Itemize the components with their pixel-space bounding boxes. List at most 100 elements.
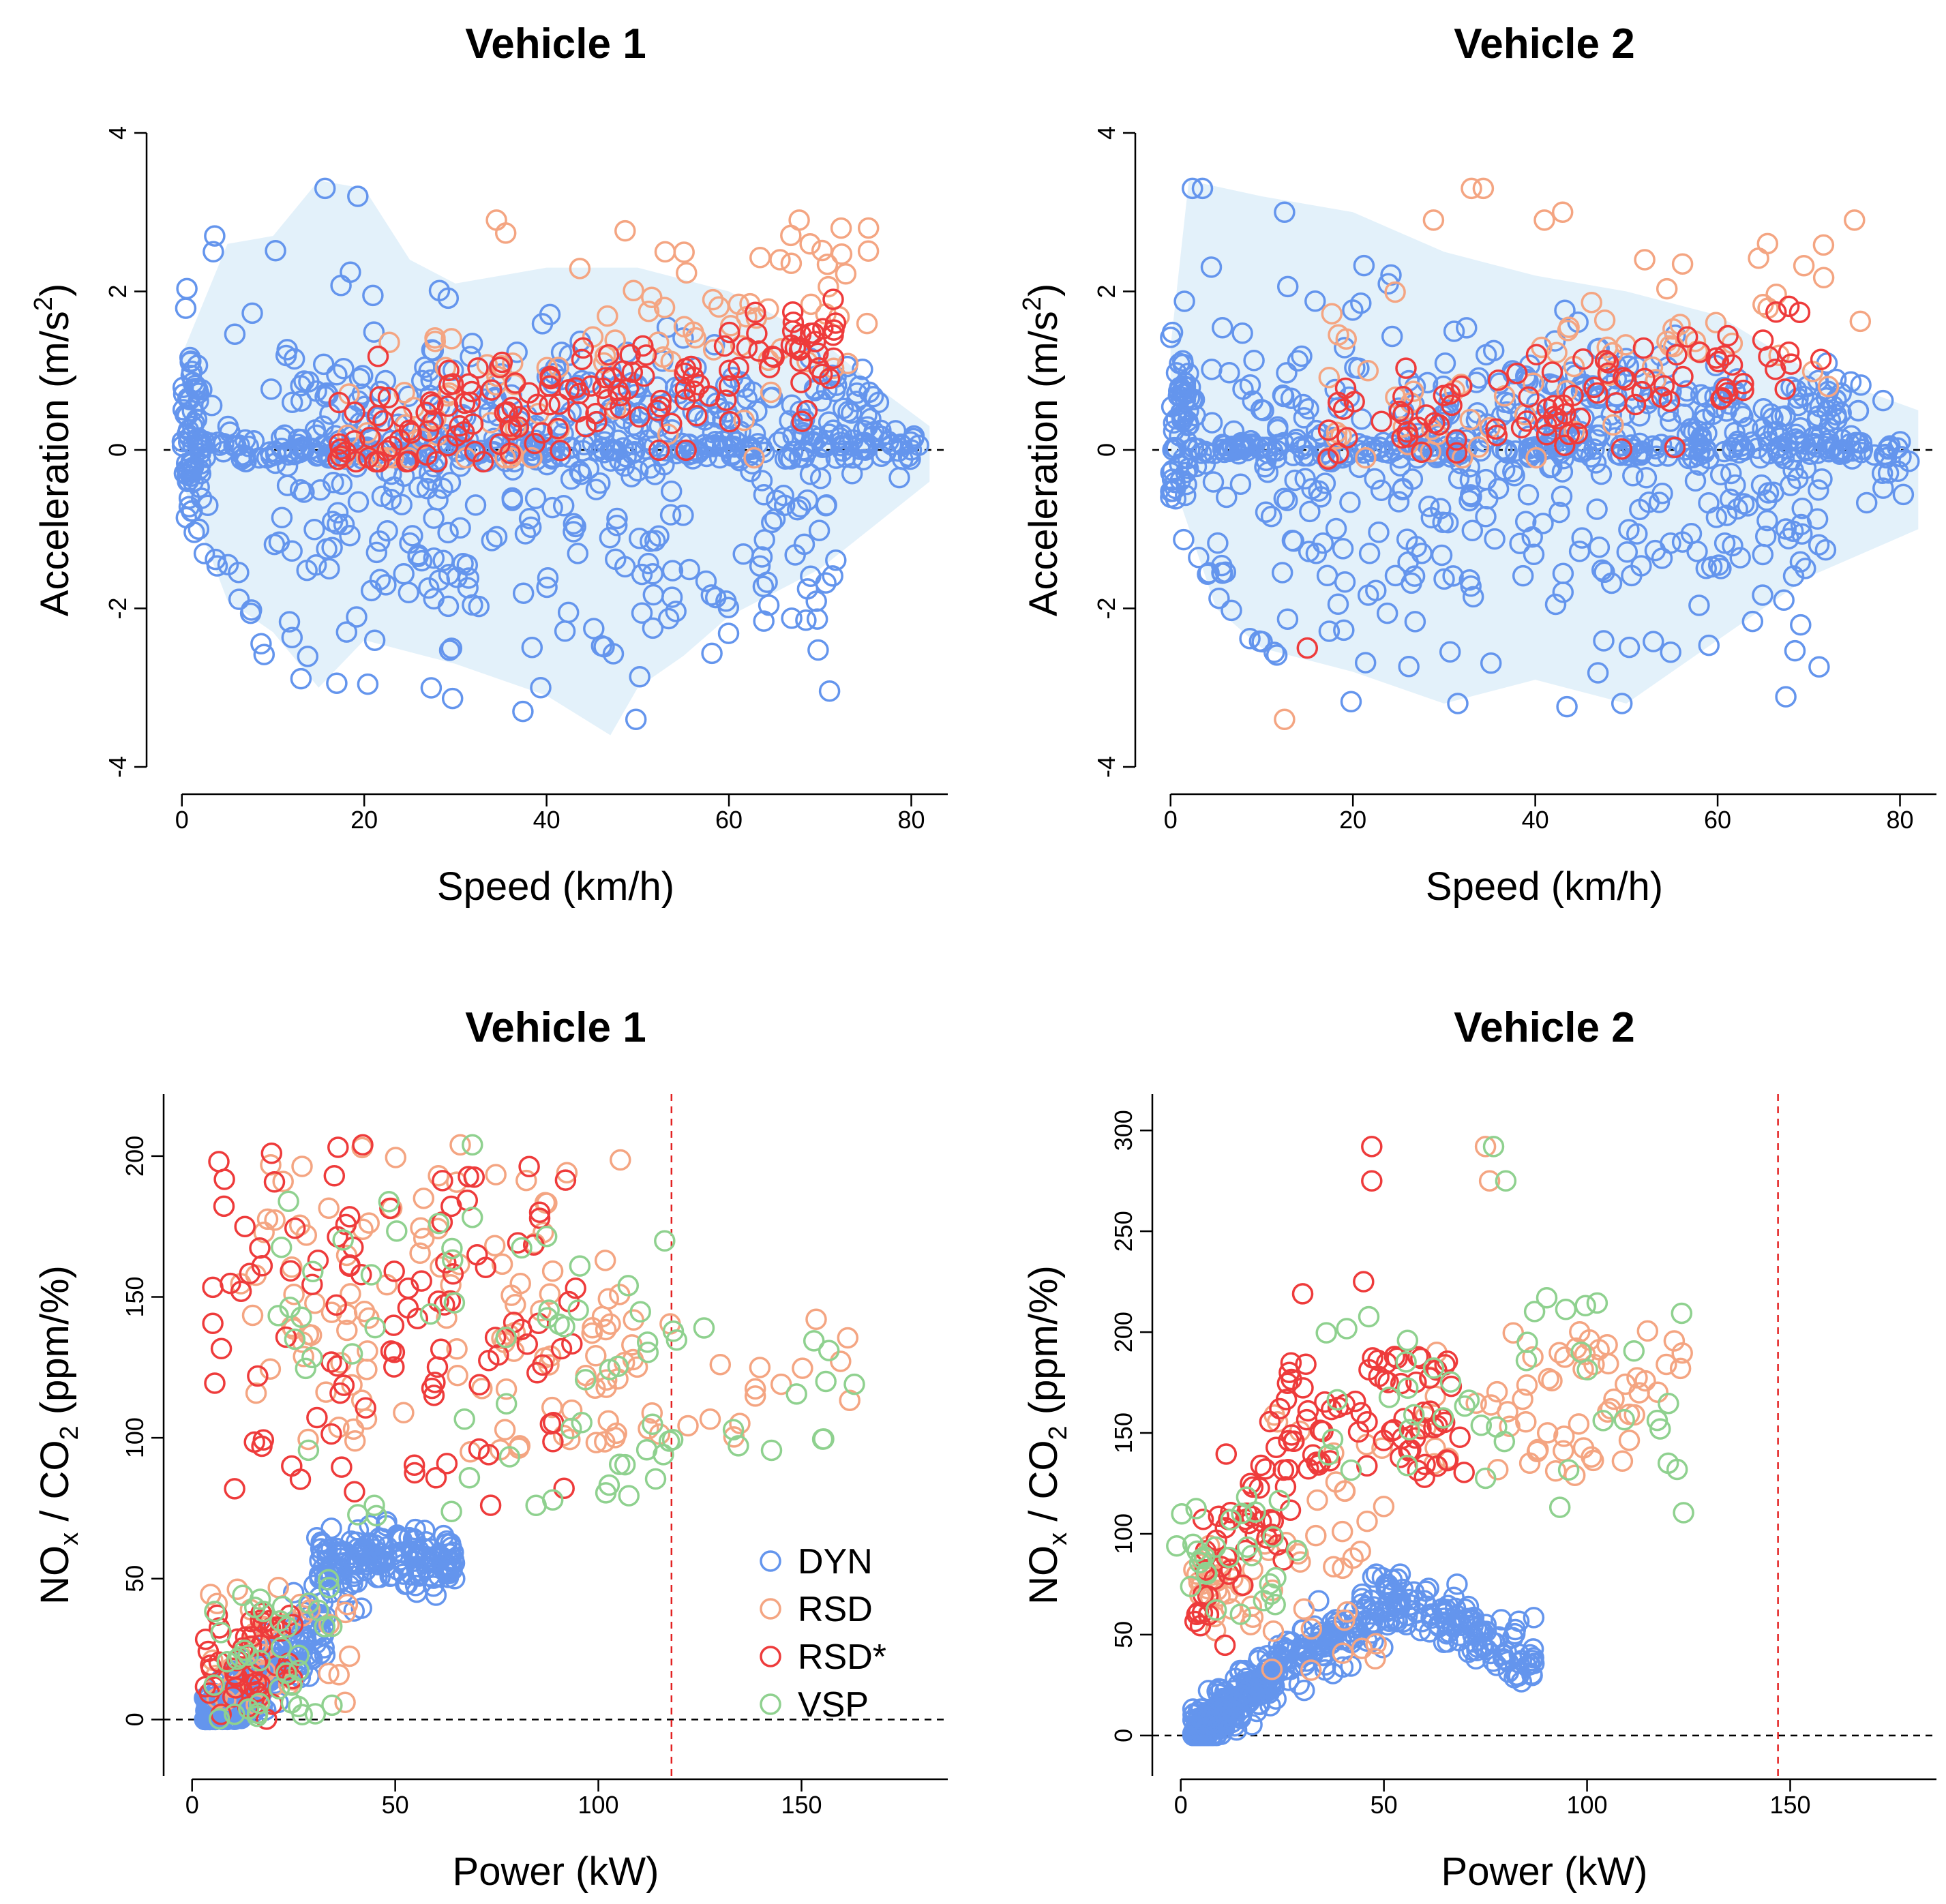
- data-point: [541, 1260, 564, 1282]
- data-point: [793, 447, 815, 469]
- data-point: [597, 344, 620, 366]
- data-point: [1261, 1659, 1283, 1680]
- data-point: [1392, 386, 1414, 408]
- data-point: [1182, 177, 1203, 200]
- data-point: [1844, 209, 1866, 231]
- data-point: [745, 301, 766, 324]
- data-point: [1291, 1283, 1314, 1305]
- data-point: [172, 399, 194, 421]
- data-point: [441, 687, 464, 710]
- data-point: [1429, 498, 1452, 519]
- data-point: [1196, 1563, 1218, 1585]
- data-point: [633, 365, 655, 387]
- data-point: [1558, 423, 1581, 446]
- data-point: [680, 443, 703, 465]
- data-point: [1383, 1610, 1405, 1631]
- data-point: [660, 480, 683, 502]
- data-point: [1299, 500, 1321, 523]
- data-point: [320, 1423, 342, 1445]
- data-point: [1788, 301, 1811, 323]
- data-point: [857, 240, 880, 262]
- data-point: [1351, 1637, 1373, 1659]
- data-point: [216, 1651, 238, 1673]
- data-point: [1273, 487, 1296, 510]
- data-point: [369, 569, 391, 590]
- data-point: [676, 262, 698, 284]
- data-point: [359, 426, 381, 449]
- data-point: [1456, 317, 1478, 339]
- axes-layer: 0 20 40 60 80 -4 -2 0 2 4: [104, 126, 948, 834]
- data-point: [1169, 352, 1191, 374]
- data-point: [1172, 447, 1195, 470]
- data-point: [1568, 541, 1591, 562]
- data-point: [1173, 290, 1195, 312]
- data-point: [1354, 652, 1377, 674]
- data-point: [363, 1494, 385, 1516]
- legend-label-vsp: VSP: [798, 1685, 869, 1725]
- data-point: [1407, 1346, 1429, 1367]
- data-point: [379, 1197, 401, 1220]
- data-point: [556, 1162, 578, 1183]
- data-point: [1666, 344, 1688, 366]
- data-point: [499, 442, 521, 464]
- data-point: [1300, 1618, 1323, 1640]
- data-point: [559, 1428, 581, 1451]
- data-point: [1336, 1318, 1358, 1340]
- data-point: [270, 1236, 293, 1258]
- data-point: [674, 378, 697, 400]
- data-point: [1611, 693, 1633, 714]
- data-point: [449, 1134, 471, 1156]
- data-point: [226, 1578, 248, 1601]
- data-point: [1353, 1271, 1375, 1293]
- data-point: [796, 399, 818, 422]
- data-point: [293, 1346, 314, 1367]
- data-point: [553, 1477, 575, 1499]
- data-point: [1454, 1395, 1476, 1417]
- data-point: [1292, 438, 1314, 460]
- data-point: [241, 302, 263, 324]
- data-point: [1448, 468, 1470, 489]
- data-point: [1516, 410, 1538, 432]
- data-point: [830, 243, 853, 265]
- data-point: [1447, 693, 1469, 714]
- data-point: [1364, 1648, 1386, 1670]
- data-point: [498, 1446, 521, 1468]
- data-point: [1262, 1526, 1284, 1548]
- data-point: [260, 1143, 283, 1164]
- data-point: [226, 1648, 248, 1670]
- data-point: [335, 441, 357, 463]
- data-point: [644, 1468, 667, 1490]
- data-point: [402, 1543, 423, 1565]
- data-point: [1208, 587, 1230, 609]
- x-tick-label: 150: [1769, 1791, 1810, 1819]
- data-point: [281, 1674, 303, 1696]
- data-point: [1296, 1408, 1318, 1431]
- data-point: [1556, 380, 1578, 402]
- data-point: [1458, 569, 1480, 591]
- data-point: [807, 342, 829, 364]
- data-point: [1265, 1688, 1287, 1710]
- data-point: [1298, 398, 1319, 420]
- data-point: [1326, 421, 1348, 443]
- data-point: [1266, 644, 1288, 666]
- data-point: [1624, 393, 1647, 416]
- data-point: [241, 1304, 264, 1327]
- data-point: [1593, 630, 1615, 652]
- data-point: [631, 602, 653, 624]
- data-point: [449, 414, 470, 437]
- data-point: [1872, 477, 1894, 499]
- data-point: [1754, 525, 1777, 547]
- data-point: [729, 1412, 751, 1434]
- data-point: [1695, 557, 1718, 579]
- data-point: [437, 287, 460, 309]
- data-point: [1404, 611, 1426, 633]
- series-dyn: [1182, 1563, 1545, 1747]
- data-point: [298, 371, 320, 393]
- data-point: [365, 541, 388, 564]
- data-point: [1173, 528, 1195, 551]
- data-point: [1255, 501, 1277, 523]
- data-point: [537, 1307, 558, 1329]
- data-point: [1588, 536, 1611, 558]
- data-point: [282, 1582, 305, 1604]
- data-point: [181, 458, 204, 481]
